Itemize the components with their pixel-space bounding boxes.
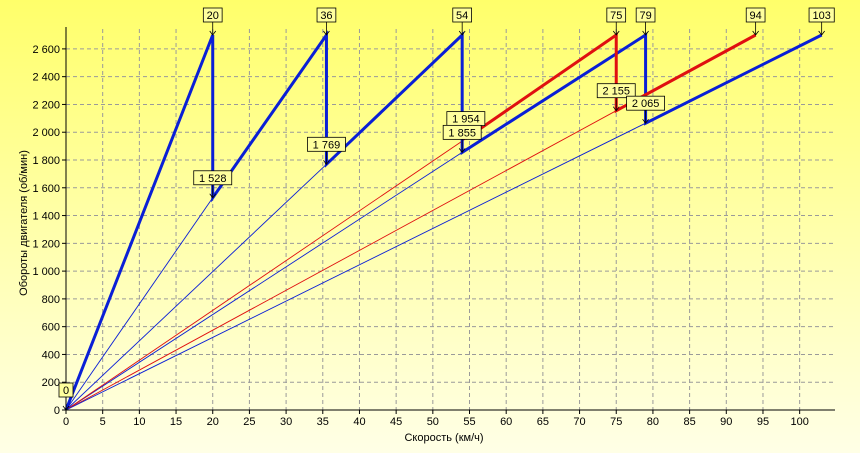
callout-box — [452, 7, 472, 23]
callout-arrowhead — [642, 30, 649, 36]
y-tick-label: 600 — [42, 322, 60, 334]
callout-arrowhead — [612, 30, 620, 36]
x-tick-label: 90 — [720, 416, 732, 428]
y-axis-title: Обороты двигателя (об/мин) — [18, 150, 30, 296]
x-tick-label: 40 — [353, 416, 365, 428]
callout-arrowhead — [612, 106, 620, 112]
thin-reference-lines — [65, 110, 646, 411]
callout-label: 1 855 — [448, 127, 476, 139]
callout-label: 54 — [456, 10, 468, 22]
callout-arrowhead — [818, 30, 825, 36]
callout-arrowhead — [642, 118, 649, 124]
callout-box — [606, 7, 627, 23]
x-tick-label: 15 — [170, 416, 182, 428]
x-tick-label: 70 — [573, 416, 585, 428]
x-tick-label: 65 — [537, 416, 549, 428]
reference-line — [65, 122, 646, 411]
y-tick-label: 1 000 — [32, 266, 60, 278]
y-tick-label: 1 200 — [32, 238, 60, 250]
callout-label: 36 — [320, 10, 332, 22]
callout-label: 1 528 — [199, 173, 227, 185]
reference-line — [65, 163, 327, 411]
callout-box — [626, 95, 665, 111]
reference-line — [65, 197, 214, 411]
callout-box — [307, 136, 346, 152]
x-tick-label: 35 — [317, 416, 329, 428]
y-tick-label: 2 400 — [32, 72, 60, 84]
data-series — [64, 30, 823, 411]
x-tick-label: 0 — [63, 416, 69, 428]
reference-line — [65, 110, 617, 411]
callout-label: 79 — [639, 10, 651, 22]
callout-box — [193, 170, 233, 186]
callout-box — [596, 83, 636, 99]
y-tick-label: 1 600 — [32, 183, 60, 195]
x-tick-label: 20 — [207, 416, 219, 428]
axes: 0 5 10 15 20 25 30 35 40 45 50 55 60 65 70 75 80 85 90 95 10… — [32, 27, 835, 428]
x-tick-label: 25 — [243, 416, 255, 428]
x-tick-label: 5 — [100, 416, 106, 428]
callout-box — [202, 7, 223, 23]
callout-arrowhead — [323, 160, 330, 165]
y-tick-label: 2 600 — [32, 44, 60, 56]
y-tick-label: 0 — [54, 405, 60, 417]
y-tick-label: 1 800 — [32, 155, 60, 167]
callout-box — [808, 7, 835, 23]
y-tick-label: 800 — [42, 294, 60, 306]
reference-line — [65, 151, 463, 411]
callout-arrowhead — [752, 30, 759, 36]
x-tick-label: 55 — [463, 416, 475, 428]
series-line — [64, 30, 823, 411]
x-tick-label: 10 — [133, 416, 145, 428]
callout-arrowhead — [209, 30, 217, 36]
x-tick-label: 60 — [500, 416, 512, 428]
callout-label: 75 — [610, 10, 622, 22]
callout-arrowhead — [458, 148, 466, 154]
x-tick-label: 30 — [280, 416, 292, 428]
y-tick-label: 200 — [42, 377, 60, 389]
reference-line — [65, 138, 467, 411]
series-line — [464, 32, 757, 140]
x-tick-label: 80 — [647, 416, 659, 428]
y-tick-label: 2 200 — [32, 99, 60, 111]
callout-label: 0 — [63, 385, 69, 397]
x-tick-label: 85 — [683, 416, 695, 428]
callout-box — [745, 7, 766, 23]
callout-label: 1 769 — [313, 139, 341, 151]
callout-box — [635, 7, 656, 23]
x-tick-label: 95 — [757, 416, 769, 428]
x-tick-label: 75 — [610, 416, 622, 428]
callout-arrowhead — [209, 193, 217, 199]
callout-label: 2 155 — [602, 86, 630, 98]
y-tick-label: 2 000 — [32, 127, 60, 139]
x-tick-label: 50 — [427, 416, 439, 428]
y-tick-label: 1 400 — [32, 211, 60, 223]
x-axis-title: Скорость (км/ч) — [404, 432, 483, 444]
y-tick-label: 400 — [42, 349, 60, 361]
callout-arrowhead — [458, 30, 466, 36]
callout-label: 103 — [812, 10, 830, 22]
callout-label: 20 — [207, 10, 219, 22]
callout-label: 1 954 — [452, 114, 480, 126]
callout-box — [316, 7, 337, 23]
callout-box — [58, 382, 74, 398]
callout-label: 94 — [750, 10, 762, 22]
x-tick-label: 45 — [390, 416, 402, 428]
callout-box — [442, 124, 482, 140]
x-tick-label: 100 — [790, 416, 808, 428]
callout-label: 2 065 — [632, 98, 660, 110]
callout-arrowhead — [323, 30, 330, 36]
callout-arrowhead — [62, 405, 70, 411]
